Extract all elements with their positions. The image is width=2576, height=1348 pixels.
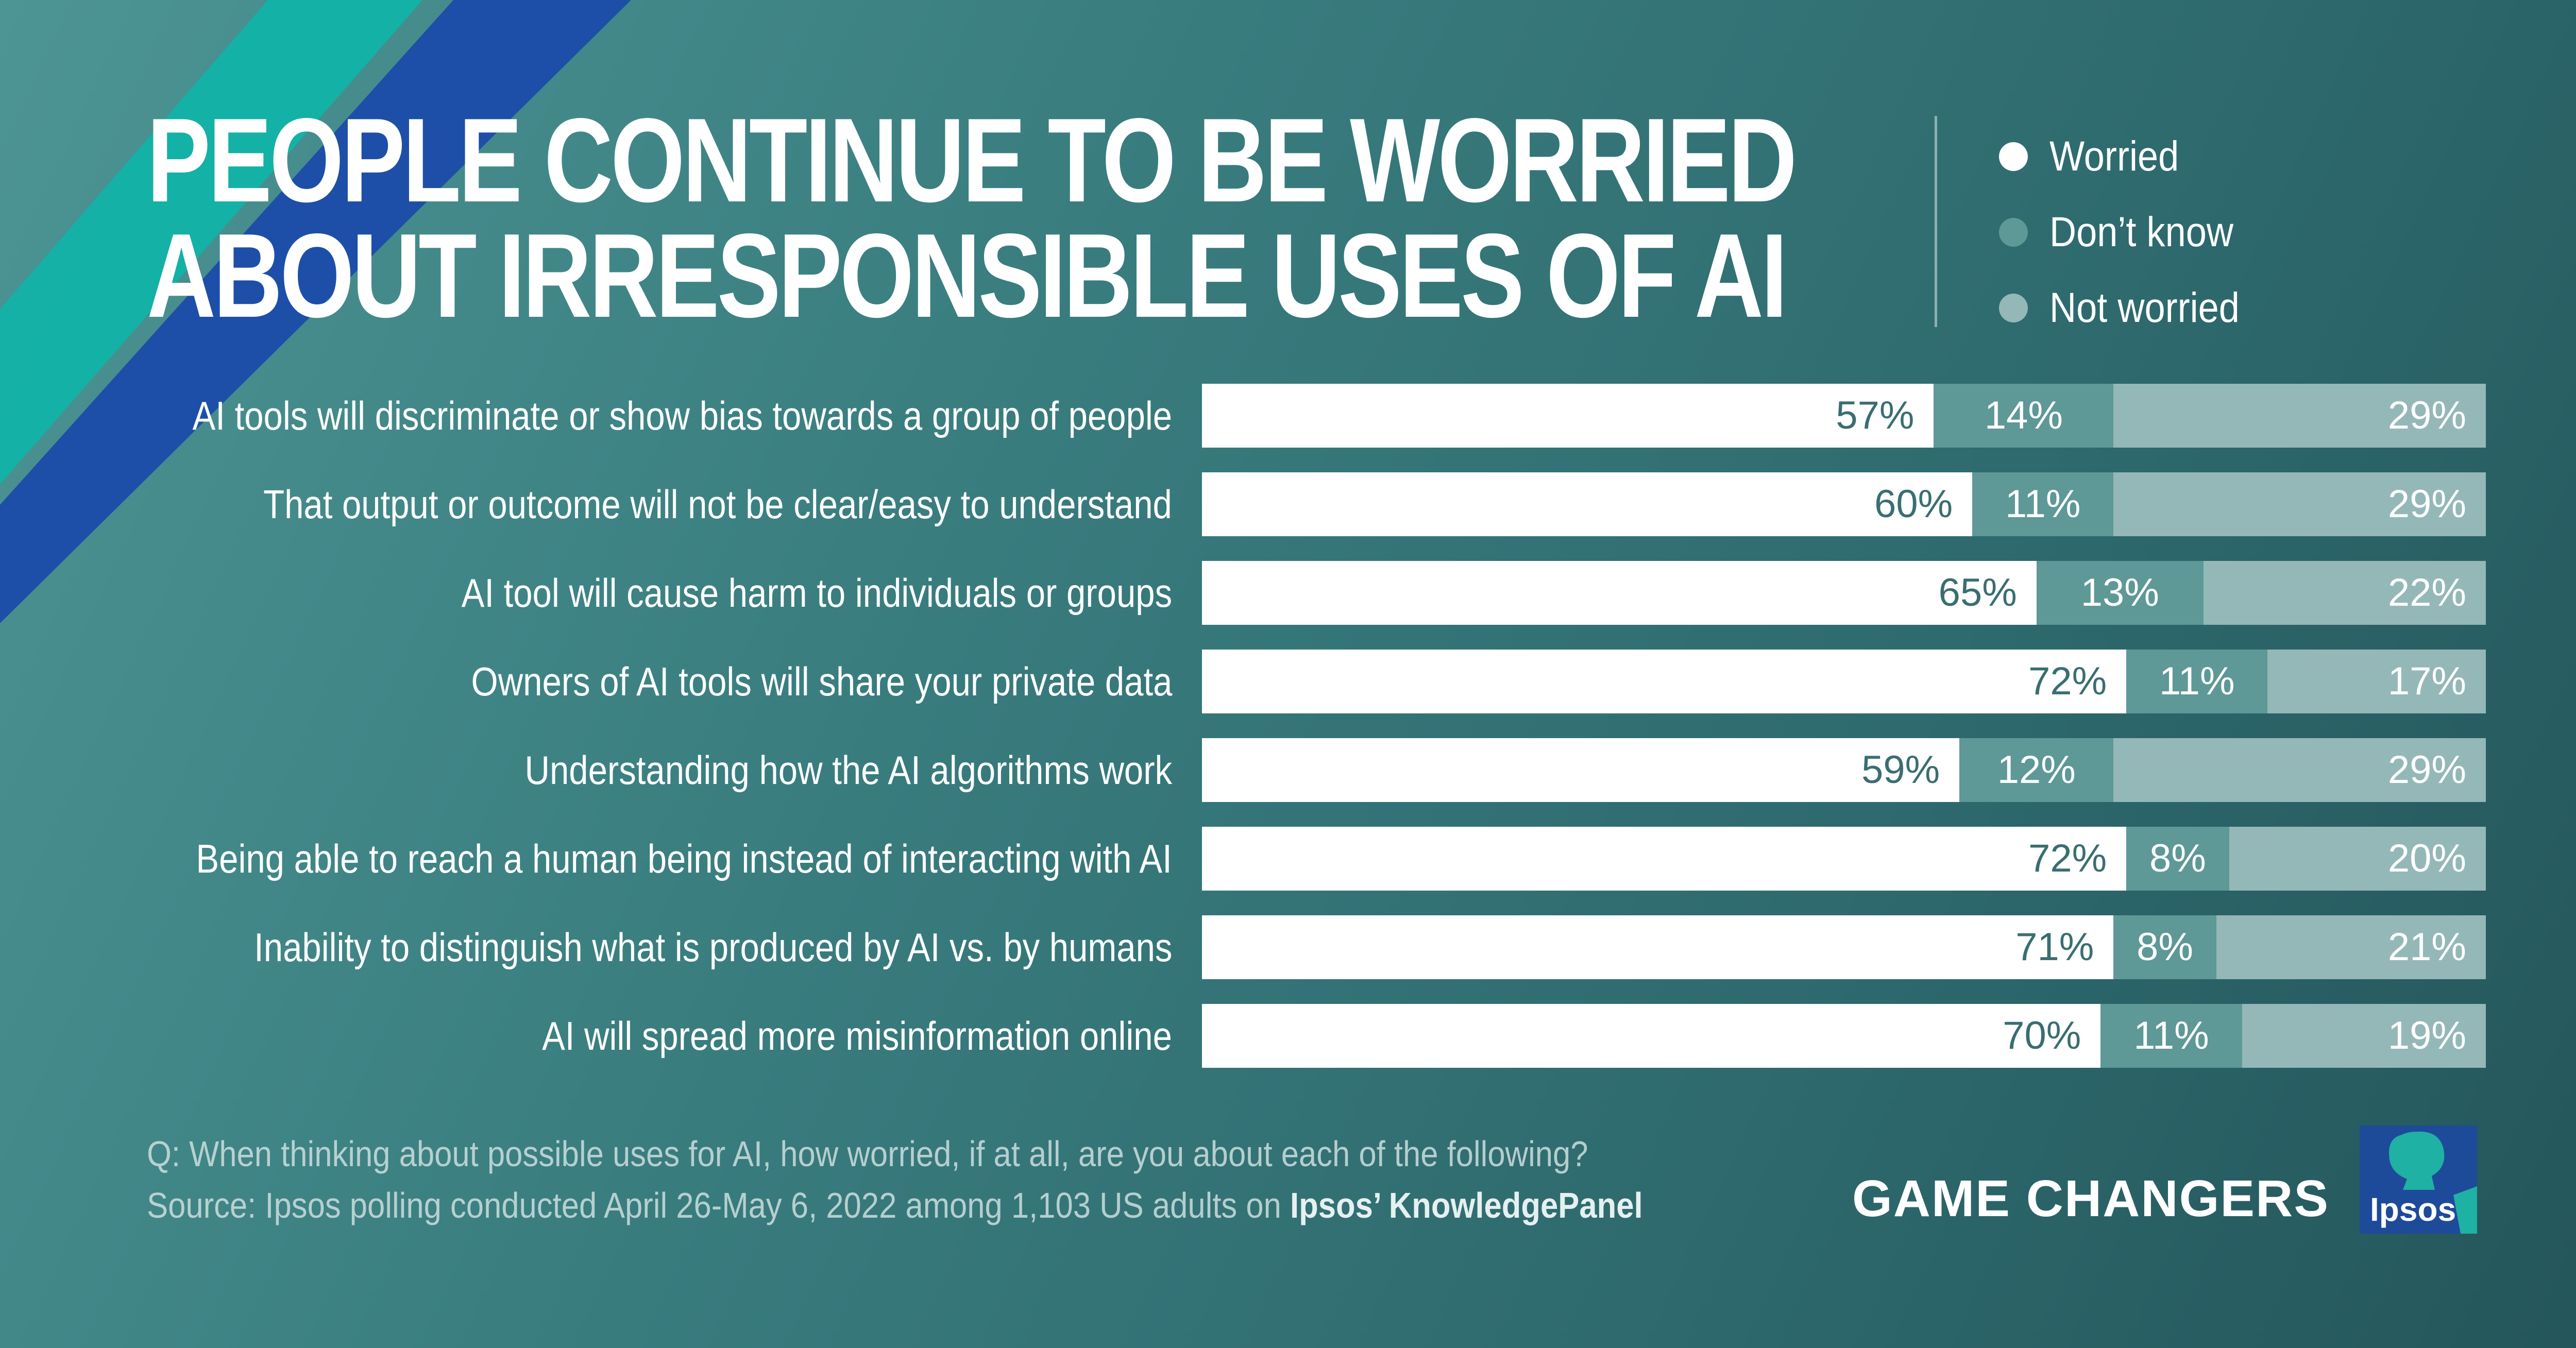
category-label: That output or outcome will not be clear… [263, 482, 1172, 527]
legend-item-worried: Worried [1999, 118, 2265, 194]
data-label-dont-know: 12% [1997, 748, 2076, 792]
data-label-worried: 60% [1874, 482, 1953, 526]
stacked-bar: 59% 12% 29% [1202, 738, 2486, 802]
bar-segment-worried: 65% [1202, 561, 2037, 625]
bar-segment-not-worried: 17% [2267, 650, 2486, 713]
bar-row: Understanding how the AI algorithms work… [0, 738, 2576, 802]
stacked-bar: 72% 8% 20% [1202, 827, 2486, 891]
chart-title: PEOPLE CONTINUE TO BE WORRIED ABOUT IRRE… [147, 94, 1797, 343]
bar-segment-worried: 72% [1202, 827, 2127, 891]
bar-row: AI will spread more misinformation onlin… [0, 1004, 2576, 1068]
data-label-dont-know: 14% [1984, 394, 2063, 437]
bar-segment-worried: 59% [1202, 738, 1960, 802]
legend-label-worried: Worried [2049, 132, 2179, 180]
legend-dot-not-worried-icon [1999, 293, 2028, 322]
category-label: AI tools will discriminate or show bias … [192, 393, 1172, 438]
title-line-2: ABOUT IRRESPONSIBLE USES OF AI [147, 209, 1788, 343]
data-label-not-worried: 29% [2387, 482, 2466, 526]
bar-row: That output or outcome will not be clear… [0, 472, 2576, 536]
data-label-worried: 71% [2015, 925, 2094, 969]
bar-row: Owners of AI tools will share your priva… [0, 650, 2576, 713]
data-label-dont-know: 13% [2080, 571, 2159, 615]
bar-segment-worried: 72% [1202, 650, 2127, 713]
data-label-dont-know: 8% [2149, 837, 2206, 880]
category-label: Owners of AI tools will share your priva… [471, 659, 1172, 704]
data-label-not-worried: 21% [2387, 925, 2466, 969]
game-changers-tagline: GAME CHANGERS [1852, 1170, 2330, 1227]
data-label-not-worried: 19% [2387, 1014, 2466, 1057]
legend-item-dont-know: Don’t know [1999, 194, 2265, 270]
stacked-bar: 72% 11% 17% [1202, 650, 2486, 713]
ipsos-logo: Ipsos [2360, 1125, 2477, 1234]
legend-label-not-worried: Not worried [2049, 284, 2240, 331]
data-label-not-worried: 29% [2387, 394, 2466, 437]
data-label-dont-know: 11% [2133, 1014, 2209, 1057]
stacked-bar: 60% 11% 29% [1202, 472, 2486, 536]
category-label: AI tool will cause harm to individuals o… [461, 570, 1172, 616]
stacked-bar: 71% 8% 21% [1202, 915, 2486, 979]
footnote-source: Source: Ipsos polling conducted April 26… [147, 1180, 1643, 1231]
bar-segment-dont-know: 8% [2126, 827, 2229, 891]
bar-segment-not-worried: 29% [2113, 384, 2486, 448]
bar-segment-worried: 71% [1202, 915, 2114, 979]
bar-segment-dont-know: 14% [1934, 384, 2114, 448]
data-label-worried: 65% [1938, 571, 2017, 615]
bar-segment-not-worried: 20% [2229, 827, 2486, 891]
bar-row: AI tool will cause harm to individuals o… [0, 561, 2576, 625]
legend-dot-dont-know-icon [1999, 217, 2028, 247]
stacked-bar-chart: AI tools will discriminate or show bias … [0, 384, 2576, 1074]
legend-dot-worried-icon [1999, 142, 2028, 171]
data-label-not-worried: 17% [2387, 659, 2466, 703]
data-label-not-worried: 20% [2387, 837, 2466, 880]
data-label-not-worried: 29% [2387, 748, 2466, 792]
category-label: AI will spread more misinformation onlin… [542, 1013, 1172, 1059]
stacked-bar: 57% 14% 29% [1202, 384, 2486, 448]
bar-segment-dont-know: 13% [2036, 561, 2204, 625]
footnote-source-panel: Ipsos’ KnowledgePanel [1290, 1185, 1643, 1225]
data-label-dont-know: 11% [2005, 482, 2081, 526]
title-line-1: PEOPLE CONTINUE TO BE WORRIED [147, 94, 1797, 227]
bar-segment-dont-know: 12% [1959, 738, 2114, 802]
data-label-worried: 57% [1836, 394, 1914, 437]
bar-segment-not-worried: 29% [2113, 738, 2486, 802]
stacked-bar: 70% 11% 19% [1202, 1004, 2486, 1068]
data-label-worried: 70% [2003, 1014, 2081, 1057]
data-label-not-worried: 22% [2387, 571, 2466, 615]
category-label: Understanding how the AI algorithms work [524, 747, 1172, 793]
bar-segment-dont-know: 11% [2126, 650, 2268, 713]
data-label-worried: 59% [1861, 748, 1940, 792]
bar-segment-not-worried: 29% [2113, 472, 2486, 536]
bar-segment-not-worried: 19% [2242, 1004, 2486, 1068]
data-label-worried: 72% [2028, 659, 2107, 703]
stacked-bar: 65% 13% 22% [1202, 561, 2486, 625]
bar-row: Being able to reach a human being instea… [0, 827, 2576, 891]
decorative-stripes [0, 0, 631, 623]
category-label: Inability to distinguish what is produce… [253, 925, 1172, 970]
bar-segment-worried: 60% [1202, 472, 1973, 536]
bar-segment-worried: 57% [1202, 384, 1934, 448]
footnote-source-text: Source: Ipsos polling conducted April 26… [147, 1185, 1290, 1225]
footnote-question: Q: When thinking about possible uses for… [147, 1134, 1588, 1174]
bar-segment-dont-know: 11% [1972, 472, 2114, 536]
bar-segment-dont-know: 11% [2100, 1004, 2242, 1068]
data-label-dont-know: 11% [2159, 659, 2235, 703]
title-divider [1935, 116, 1937, 327]
data-label-worried: 72% [2028, 837, 2107, 880]
bar-segment-not-worried: 22% [2203, 561, 2486, 625]
ipsos-logo-text: Ipsos [2370, 1191, 2456, 1228]
legend: Worried Don’t know Not worried [1999, 118, 2265, 346]
bar-segment-dont-know: 8% [2113, 915, 2216, 979]
bar-row: AI tools will discriminate or show bias … [0, 384, 2576, 448]
footnote: Q: When thinking about possible uses for… [147, 1128, 1643, 1231]
legend-label-dont-know: Don’t know [2049, 208, 2233, 255]
data-label-dont-know: 8% [2137, 925, 2193, 969]
bar-row: Inability to distinguish what is produce… [0, 915, 2576, 979]
bar-segment-worried: 70% [1202, 1004, 2101, 1068]
category-label: Being able to reach a human being instea… [196, 836, 1172, 881]
legend-item-not-worried: Not worried [1999, 270, 2265, 346]
bar-segment-not-worried: 21% [2216, 915, 2486, 979]
